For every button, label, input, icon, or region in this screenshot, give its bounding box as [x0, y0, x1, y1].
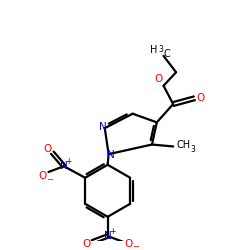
Text: 3: 3: [158, 45, 163, 54]
Text: O: O: [38, 171, 47, 181]
Text: +: +: [66, 157, 72, 166]
Text: N: N: [60, 161, 68, 171]
Text: N: N: [99, 122, 107, 132]
Text: O: O: [44, 144, 52, 154]
Text: O: O: [196, 93, 204, 103]
Text: N: N: [107, 150, 114, 160]
Text: 3: 3: [190, 145, 195, 154]
Text: C: C: [163, 49, 170, 59]
Text: N: N: [104, 231, 112, 241]
Text: H: H: [150, 45, 158, 55]
Text: CH: CH: [177, 140, 191, 150]
Text: O: O: [125, 239, 133, 249]
Text: −: −: [132, 242, 139, 250]
Text: +: +: [109, 227, 116, 236]
Text: O: O: [154, 74, 163, 84]
Text: −: −: [46, 175, 53, 184]
Text: O: O: [82, 239, 90, 249]
